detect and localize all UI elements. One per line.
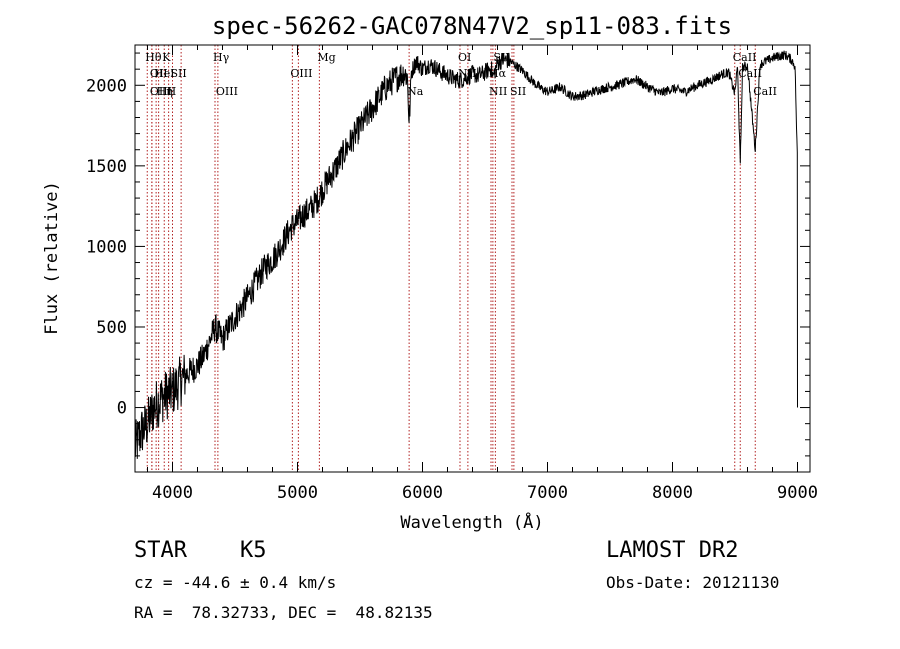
- axis-ticks: 4000 5000 6000 7000 8000 9000 0 500 1000 1500 2000: [86, 45, 818, 503]
- spectral-line-label: NII: [458, 67, 476, 80]
- spectral-line-label: Hθ: [145, 51, 162, 64]
- x-tick-label: 5000: [277, 483, 318, 503]
- x-tick-label: 6000: [402, 483, 443, 503]
- spectral-line-label: HeI: [154, 67, 174, 80]
- spectral-line-label: Hη: [157, 85, 173, 98]
- x-tick-label: 9000: [777, 483, 818, 503]
- coordinates: RA = 78.32733, DEC = 48.82135: [134, 603, 433, 622]
- spectral-line-label: NII: [489, 85, 507, 98]
- spectral-line-label: SII: [493, 51, 509, 64]
- spectral-line-label: OIII: [290, 67, 312, 80]
- x-tick-label: 4000: [152, 483, 193, 503]
- y-tick-label: 500: [96, 318, 127, 338]
- spectral-line-label: Mg: [317, 51, 335, 64]
- object-subclass: K5: [240, 538, 267, 563]
- spectral-line-label: K: [162, 51, 171, 64]
- spectral-line-label: CaII: [738, 67, 762, 80]
- x-axis-label: Wavelength (Å): [400, 511, 543, 533]
- spectral-line-label: CaII: [733, 51, 757, 64]
- x-tick-label: 8000: [652, 483, 693, 503]
- spectral-line-label: SII: [171, 67, 187, 80]
- y-tick-label: 0: [117, 399, 127, 419]
- spectral-line-label: OIII: [216, 85, 238, 98]
- spectral-line-label: SII: [510, 85, 526, 98]
- survey-name: LAMOST DR2: [606, 538, 739, 563]
- spectral-line-label: OII: [150, 67, 168, 80]
- y-axis-label: Flux (relative): [42, 181, 62, 335]
- spectral-line-label: OI: [458, 51, 471, 64]
- chart-title: spec-56262-GAC078N47V2_sp11-083.fits: [212, 12, 732, 40]
- spectrum-line: [134, 50, 798, 459]
- observation-date: Obs-Date: 20121130: [606, 573, 780, 592]
- redshift-value: cz = -44.6 ± 0.4 km/s: [134, 573, 337, 592]
- y-tick-label: 1500: [86, 157, 127, 177]
- spectral-line-markers: [146, 45, 756, 472]
- spectral-line-labels: Hθ OII OIII HeI Hη K H SII Hγ OIII OIII Mg Na OI NII Hα…: [145, 51, 777, 98]
- spectral-line-label: Hγ: [213, 51, 230, 64]
- spectral-line-label: CaII: [753, 85, 777, 98]
- plot-frame: [134, 44, 811, 473]
- y-tick-label: 2000: [86, 76, 127, 96]
- x-tick-label: 7000: [527, 483, 568, 503]
- y-tick-label: 1000: [86, 237, 127, 257]
- object-class: STAR: [134, 538, 187, 563]
- spectral-line-label: H: [167, 85, 177, 98]
- spectral-line-label: Hα: [489, 67, 507, 80]
- spectral-line-label: Na: [407, 85, 424, 98]
- spectral-line-label: OIII: [150, 85, 172, 98]
